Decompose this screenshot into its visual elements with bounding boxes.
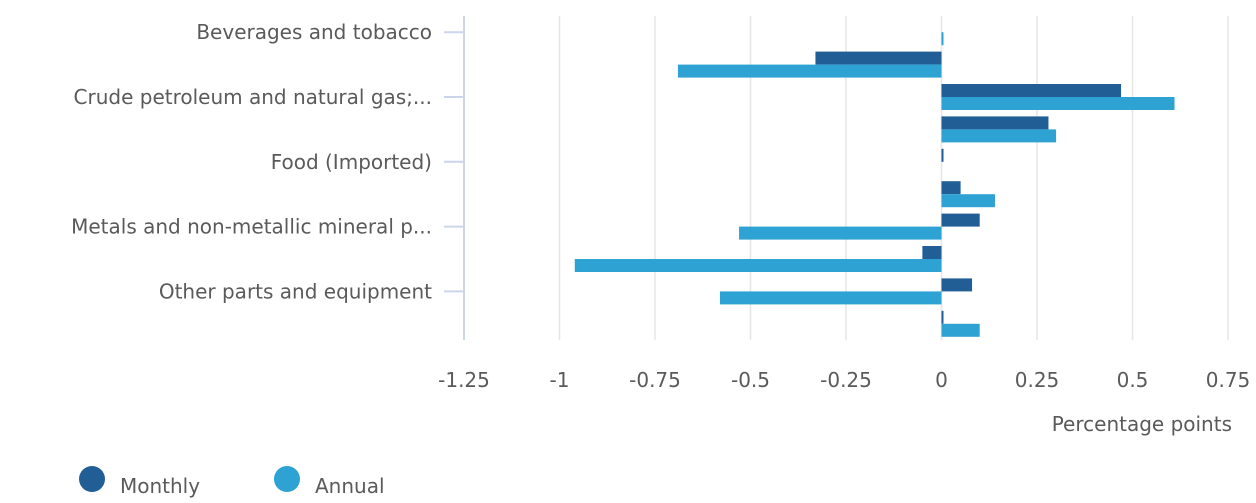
x-tick-label: 0.25 <box>1015 368 1060 392</box>
x-tick-labels: -1.25 -1 -0.75 -0.5 -0.25 0 0.25 0.5 0.75 <box>438 368 1250 392</box>
legend-item-annual[interactable]: Annual <box>274 466 385 498</box>
category-labels: Beverages and tobacco Crude petroleum and… <box>71 20 432 303</box>
bars <box>574 32 1175 337</box>
bar-annual[interactable] <box>941 194 995 208</box>
bar-annual[interactable] <box>719 291 942 305</box>
bar-monthly[interactable] <box>941 310 944 324</box>
bar-monthly[interactable] <box>815 51 942 65</box>
category-label: Beverages and tobacco <box>196 20 432 44</box>
bar-monthly[interactable] <box>941 116 1049 130</box>
bar-annual[interactable] <box>739 226 942 240</box>
bar-annual[interactable] <box>941 32 944 46</box>
bar-annual[interactable] <box>941 323 980 337</box>
legend[interactable]: Monthly Annual <box>79 466 385 498</box>
x-tick-label: -0.25 <box>820 368 872 392</box>
x-tick-label: 0 <box>935 368 948 392</box>
x-tick-label: -1 <box>550 368 570 392</box>
category-label: Other parts and equipment <box>159 279 432 303</box>
bar-annual[interactable] <box>941 129 1057 143</box>
category-label: Metals and non-metallic mineral p... <box>71 215 432 239</box>
x-axis-title: Percentage points <box>1052 412 1232 436</box>
x-tick-label: 0.75 <box>1206 368 1251 392</box>
bar-monthly[interactable] <box>941 148 944 162</box>
category-label: Crude petroleum and natural gas;... <box>74 85 432 109</box>
x-tick-label: -0.75 <box>629 368 681 392</box>
legend-label: Annual <box>315 474 385 498</box>
bar-annual[interactable] <box>677 64 942 78</box>
bar-annual[interactable] <box>941 97 1175 110</box>
x-tick-label: -0.5 <box>731 368 770 392</box>
category-axis <box>444 16 465 340</box>
bar-monthly[interactable] <box>941 213 980 227</box>
legend-item-monthly[interactable]: Monthly <box>79 466 200 498</box>
bar-monthly[interactable] <box>941 278 973 292</box>
bar-monthly[interactable] <box>922 246 942 259</box>
legend-label: Monthly <box>120 474 200 498</box>
bar-annual[interactable] <box>574 259 942 272</box>
x-tick-label: -1.25 <box>438 368 490 392</box>
category-label: Food (Imported) <box>271 150 432 174</box>
bar-monthly[interactable] <box>941 181 961 195</box>
legend-marker <box>79 466 105 492</box>
legend-marker <box>274 466 300 492</box>
bar-monthly[interactable] <box>941 84 1122 97</box>
x-tick-label: 0.5 <box>1117 368 1149 392</box>
